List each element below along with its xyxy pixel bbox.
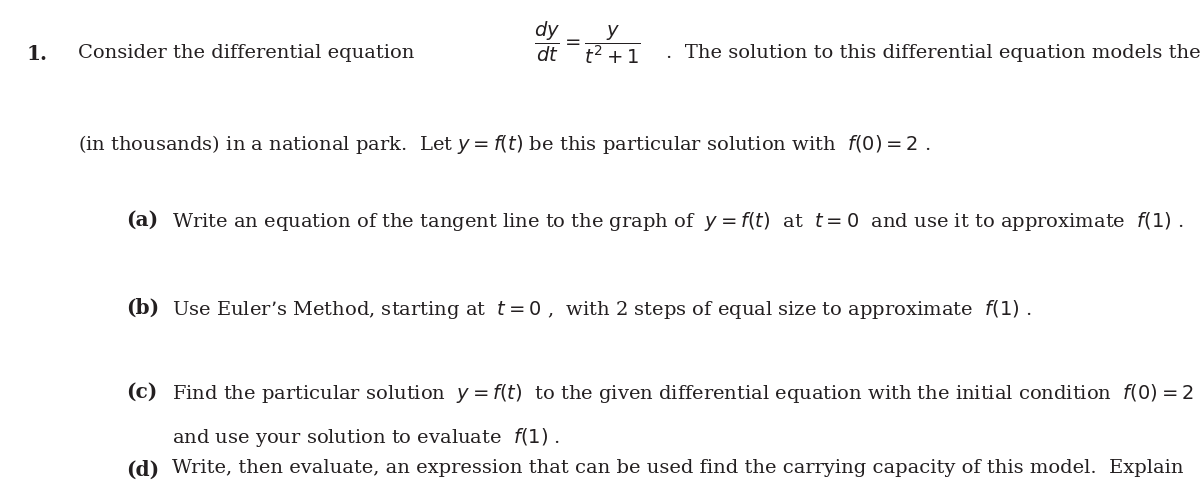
Text: and use your solution to evaluate  $f(1)$ .: and use your solution to evaluate $f(1)$…: [172, 426, 560, 450]
Text: (in thousands) in a national park.  Let $y = f(t)$ be this particular solution w: (in thousands) in a national park. Let $…: [78, 133, 931, 156]
Text: (a): (a): [126, 210, 158, 230]
Text: Use Euler’s Method, starting at  $t = 0$ ,  with 2 steps of equal size to approx: Use Euler’s Method, starting at $t = 0$ …: [172, 298, 1031, 321]
Text: (b): (b): [126, 298, 160, 318]
Text: (d): (d): [126, 459, 160, 480]
Text: Find the particular solution  $y = f(t)$  to the given differential equation wit: Find the particular solution $y = f(t)$ …: [172, 382, 1193, 405]
Text: 1.: 1.: [26, 44, 48, 65]
Text: $\dfrac{dy}{dt} = \dfrac{y}{t^2+1}$: $\dfrac{dy}{dt} = \dfrac{y}{t^2+1}$: [534, 20, 641, 66]
Text: Write an equation of the tangent line to the graph of  $y = f(t)$  at  $t = 0$  : Write an equation of the tangent line to…: [172, 210, 1183, 233]
Text: Write, then evaluate, an expression that can be used find the carrying capacity : Write, then evaluate, an expression that…: [172, 459, 1183, 478]
Text: (c): (c): [126, 382, 157, 402]
Text: Consider the differential equation: Consider the differential equation: [78, 44, 414, 63]
Text: .  The solution to this differential equation models the number of bison: . The solution to this differential equa…: [666, 44, 1200, 63]
